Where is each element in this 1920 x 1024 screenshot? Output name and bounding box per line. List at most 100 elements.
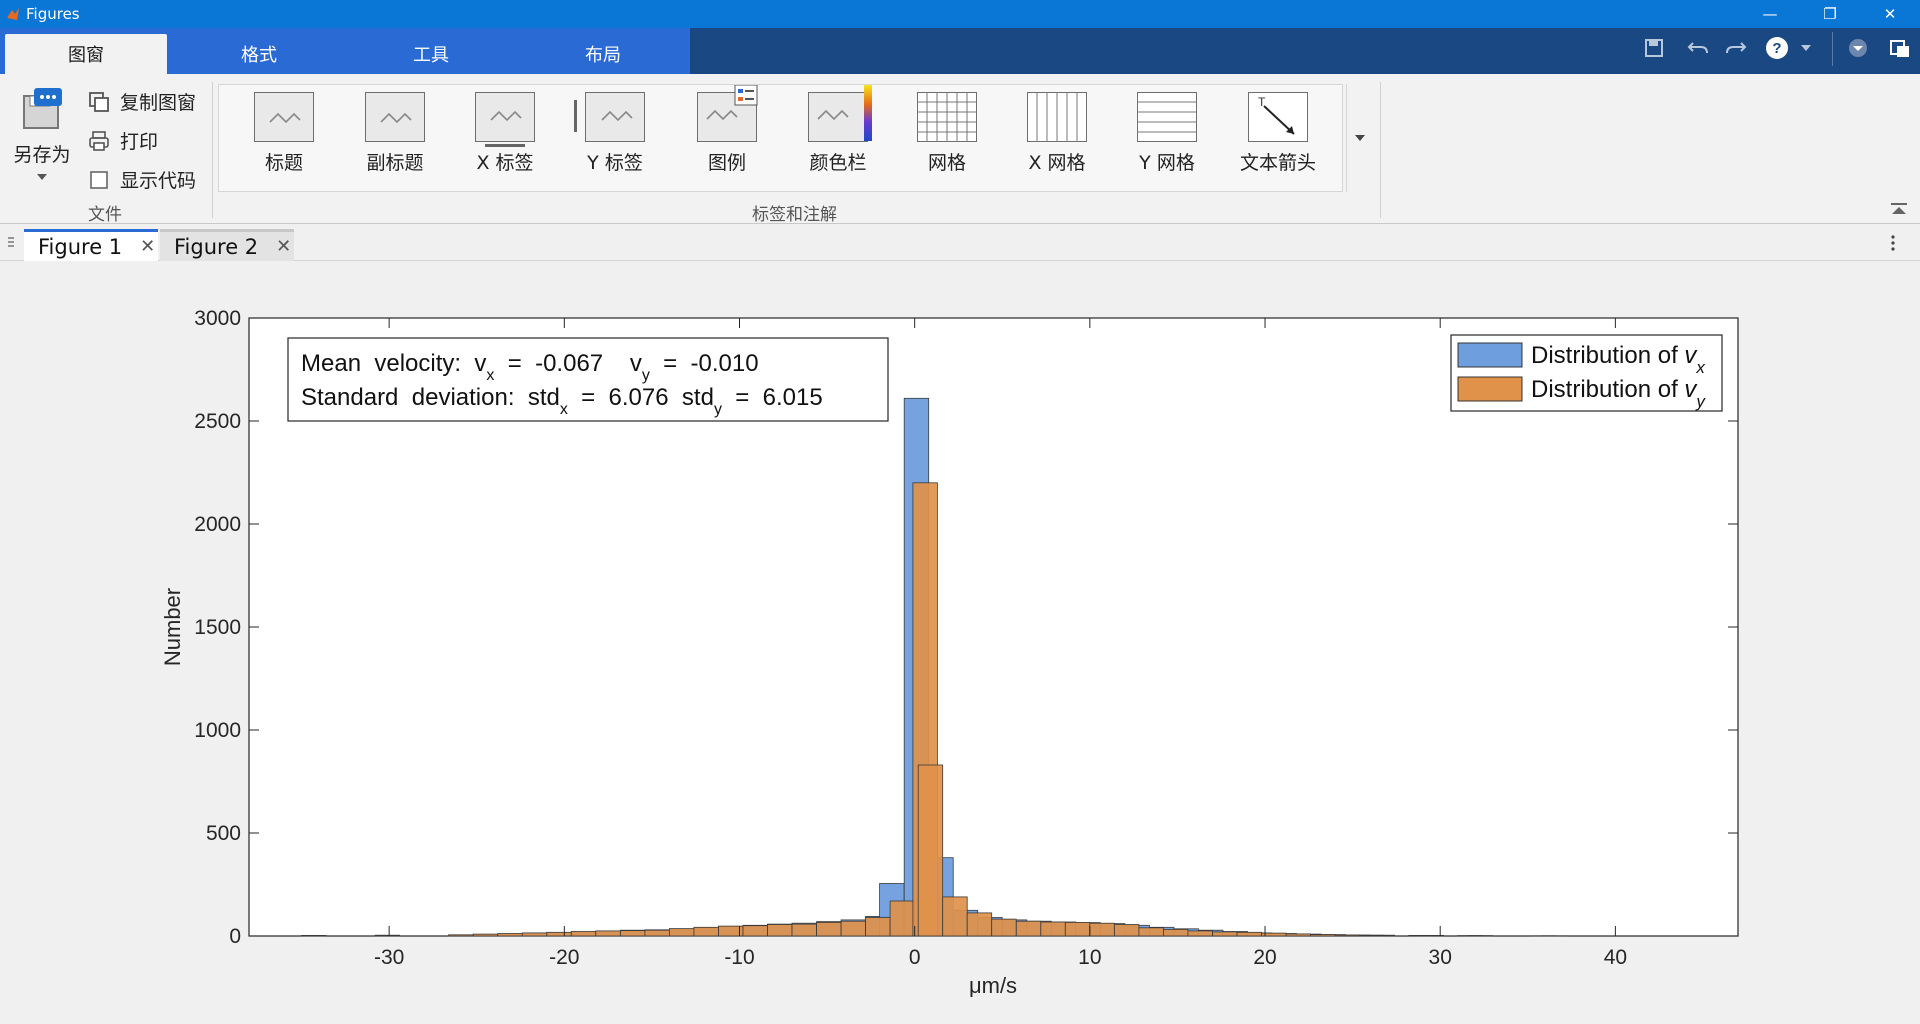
legend-button[interactable]: 图例 [677,92,777,175]
title-button[interactable]: 标题 [234,92,334,175]
tab-format[interactable]: 格式 [178,34,340,74]
histogram-bar-vy [1163,929,1188,936]
undo-icon[interactable] [1684,34,1712,62]
subtitle-icon [365,92,425,142]
ylabel-icon [585,92,645,142]
histogram-bar-vy [1286,934,1311,936]
histogram-bar-vy [890,901,915,936]
help-dropdown-icon[interactable] [1796,34,1816,62]
xlabel-icon [475,92,535,142]
histogram-bar-vy [866,918,891,937]
histogram-bar-vy [1213,932,1238,936]
ylabel-button[interactable]: Y 标签 [565,92,665,175]
histogram-bar-vy [817,922,842,936]
ygrid-icon [1137,92,1197,142]
histogram-bar-vy [1114,925,1139,937]
text-arrow-icon: T [1248,92,1308,142]
chart-legend: Distribution of vx Distribution of vy [1451,335,1722,411]
legend-label: 图例 [708,148,746,175]
text-arrow-button[interactable]: T 文本箭头 [1228,92,1328,175]
title-label: 标题 [265,148,303,175]
save-as-button[interactable]: 另存为 [0,86,84,181]
legend-swatch-vy [1458,377,1522,401]
copy-figure-label: 复制图窗 [120,88,196,115]
legend-swatch-vx [1458,343,1522,367]
dock-windows-icon[interactable] [1886,34,1914,62]
histogram-bar-vy [449,935,474,936]
histogram-bar-vy [841,921,866,936]
title-bar: Figures — ❐ ✕ [0,0,1920,28]
subtitle-button[interactable]: 副标题 [345,92,445,175]
tab-figure[interactable]: 图窗 [5,34,167,74]
histogram-bar-vy [918,765,943,936]
histogram-bar-vy [1041,922,1066,936]
restore-button[interactable]: ❐ [1800,0,1860,28]
figure-tab-1-label: Figure 1 [38,235,122,259]
histogram-bar-vy [768,925,793,937]
xlabel-button[interactable]: X 标签 [455,92,555,175]
ygrid-button[interactable]: Y 网格 [1117,92,1217,175]
tab-layout[interactable]: 布局 [522,34,684,74]
copy-figure-button[interactable]: 复制图窗 [88,88,196,115]
show-code-checkbox[interactable]: 显示代码 [88,166,196,193]
close-tab-icon[interactable]: ✕ [140,236,155,257]
figure-tab-2[interactable]: Figure 2 ✕ [160,229,294,261]
histogram-bar-vy [1139,928,1164,936]
file-group-label: 文件 [88,200,122,225]
y-tick-label: 3000 [194,307,241,330]
ribbon-panel: 另存为 复制图窗 打印 显示代码 文件 标题 副标题 X 标签 [0,74,1920,224]
xgrid-label: X 网格 [1028,148,1085,175]
more-options-icon[interactable] [1890,233,1898,253]
y-axis-label: Number [160,588,185,666]
figure-tab-bar: Figure 1 ✕ Figure 2 ✕ [0,225,1920,261]
save-as-dropdown-icon[interactable] [36,173,48,181]
histogram-bar-vy [792,924,817,936]
save-icon[interactable] [1640,34,1668,62]
copy-icon [88,91,110,113]
x-tick-label: 20 [1253,946,1276,969]
collapse-ribbon-icon[interactable] [1846,34,1870,62]
xlabel-label: X 标签 [476,148,533,175]
histogram-bar-vy [1016,921,1041,936]
histogram-bar-vy [596,931,621,936]
histogram-bar-vy [1065,922,1090,936]
print-label: 打印 [120,127,158,154]
x-tick-label: -10 [724,946,754,969]
y-tick-label: 0 [229,925,241,948]
xgrid-button[interactable]: X 网格 [1007,92,1107,175]
gallery-expand-button[interactable] [1346,84,1372,192]
histogram-bar-vy [571,932,596,937]
colorbar-button[interactable]: 颜色栏 [788,92,888,175]
histogram-bar-vy [302,935,327,936]
histogram-bar-vy [943,897,968,936]
tab-tools[interactable]: 工具 [350,34,512,74]
print-button[interactable]: 打印 [88,127,158,154]
minimize-button[interactable]: — [1740,0,1800,28]
histogram-bar-vy [1237,932,1262,936]
legend-icon [697,92,757,142]
histogram-bar-vy [498,934,523,937]
redo-icon[interactable] [1722,34,1750,62]
histogram-bar-vy [547,932,572,936]
group-divider [1380,82,1381,218]
save-as-label: 另存为 [13,140,70,167]
histogram-bar-vy [1188,931,1213,936]
histogram-bar-vy [620,931,645,936]
close-button[interactable]: ✕ [1860,0,1920,28]
histogram-bar-vy [669,929,694,936]
figure-tab-1[interactable]: Figure 1 ✕ [24,229,158,261]
close-tab-icon[interactable]: ✕ [276,236,291,257]
y-tick-label: 500 [206,822,241,845]
collapse-toolstrip-icon[interactable] [1890,202,1910,220]
histogram-bar-vy [1311,935,1336,936]
histogram-bar-vy [645,930,670,936]
histogram-bar-vy [522,933,547,936]
help-icon[interactable]: ? [1762,34,1792,62]
x-tick-label: -30 [374,946,404,969]
histogram-bar-vy [1409,935,1434,936]
drag-handle-icon[interactable] [8,235,14,249]
histogram-bar-vy [694,927,719,936]
grid-button[interactable]: 网格 [897,92,997,175]
checkbox-icon [88,169,110,191]
